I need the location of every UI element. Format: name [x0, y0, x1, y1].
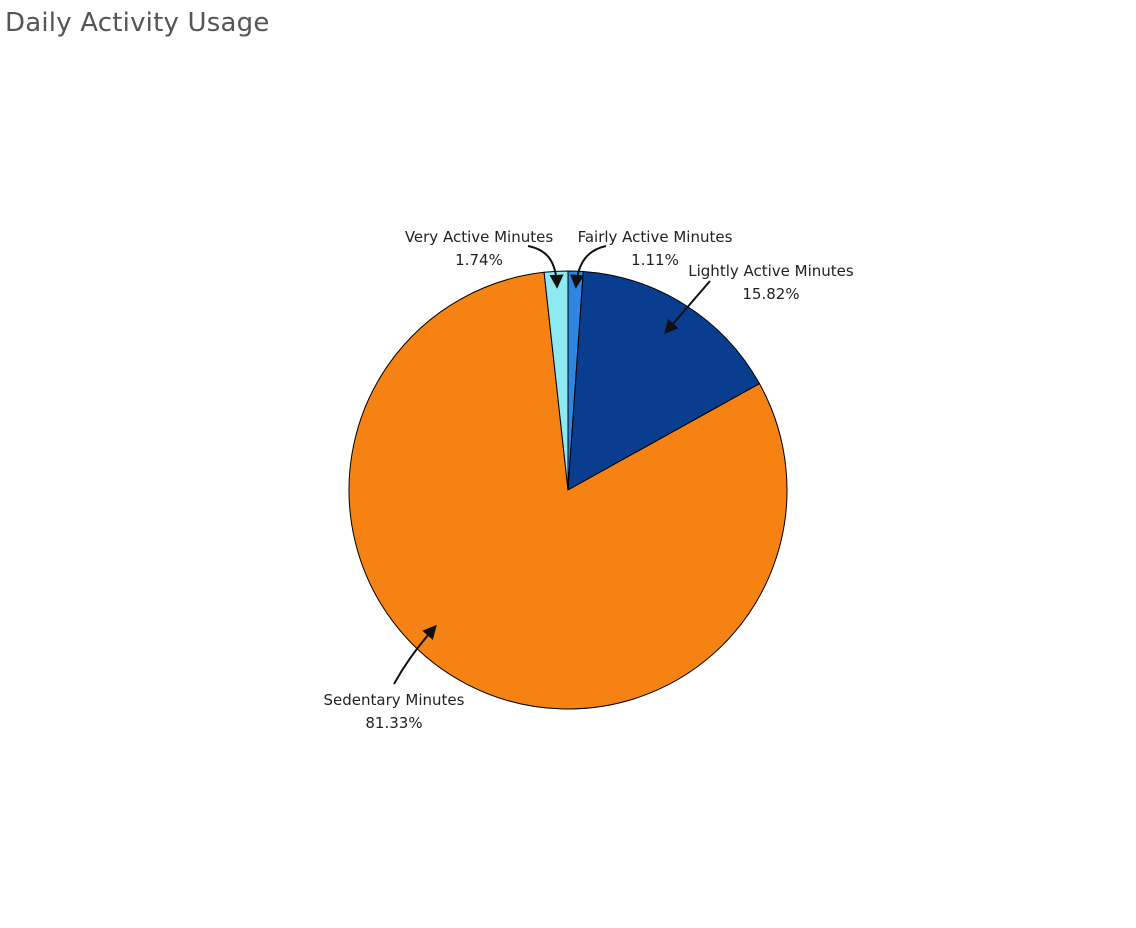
slice-value-very-active: 1.74% — [455, 251, 503, 269]
annotation-arrow-sedentary — [393, 624, 437, 685]
slice-label-very-active: Very Active Minutes — [405, 228, 554, 246]
annotation-arrow-lightly-active — [664, 280, 711, 335]
pie-slices — [348, 270, 788, 710]
annotation-arrow-very-active — [527, 245, 564, 289]
slice-label-sedentary: Sedentary Minutes — [324, 691, 465, 709]
chart-title: Daily Activity Usage — [5, 8, 270, 38]
slice-label-lightly-active: Lightly Active Minutes — [688, 262, 854, 280]
slice-value-fairly-active: 1.11% — [631, 251, 679, 269]
pie-slice-lightly-active-minutes — [567, 270, 761, 491]
slice-label-fairly-active: Fairly Active Minutes — [578, 228, 733, 246]
slice-value-lightly-active: 15.82% — [742, 285, 799, 303]
slice-value-sedentary: 81.33% — [365, 714, 422, 732]
annotation-arrow-fairly-active — [569, 245, 607, 289]
pie-slice-sedentary-minutes — [348, 271, 788, 710]
